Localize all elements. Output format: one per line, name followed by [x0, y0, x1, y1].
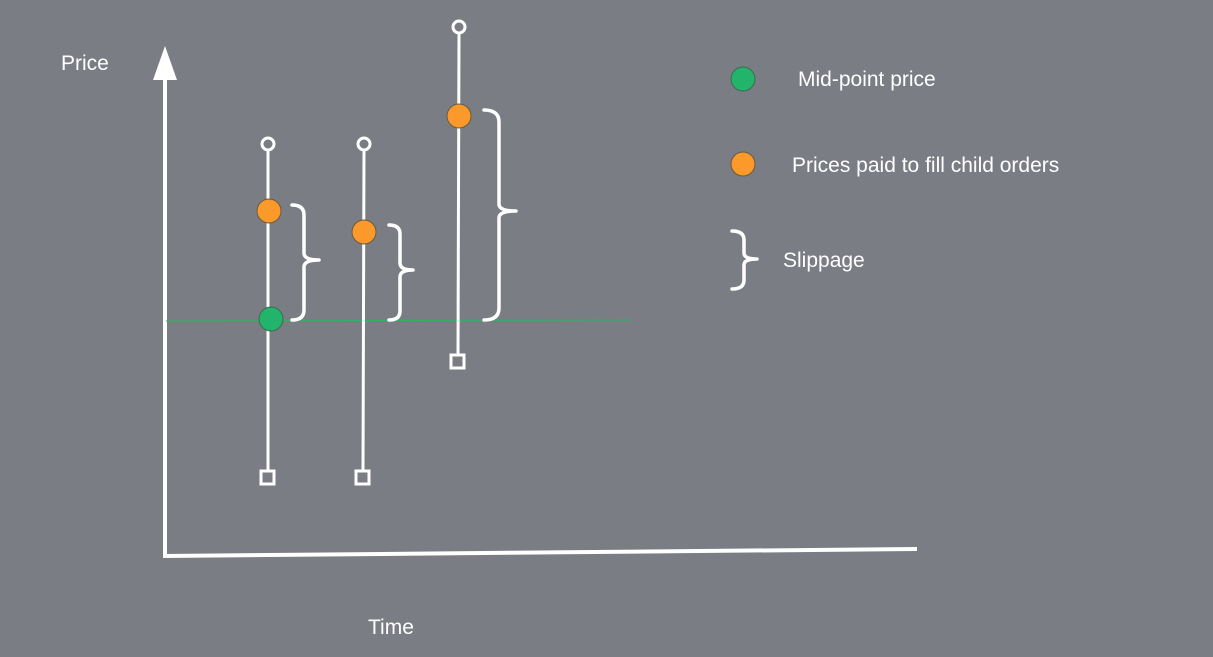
- order-bar-3-fill-price-icon: [446, 103, 472, 129]
- order-bar-1-midpoint-icon: [258, 306, 284, 332]
- order-bar-1-fill-price-icon: [256, 198, 282, 224]
- order-bar-1-low-icon: [259, 469, 276, 486]
- legend-slippage-brace-icon: [730, 229, 759, 291]
- order-bar-3-high-icon: [451, 19, 467, 35]
- order-bar-2-low-icon: [354, 469, 371, 486]
- order-bar-2-high-icon: [356, 136, 372, 152]
- order-bar-3-low-icon: [449, 353, 466, 370]
- order-bar-2: [351, 136, 415, 486]
- legend-slippage-label: Slippage: [783, 249, 865, 272]
- legend: Mid-point price Prices paid to fill chil…: [730, 66, 1059, 291]
- midpoint-line: [165, 319, 633, 322]
- legend-midpoint-icon: [730, 66, 756, 92]
- legend-fill-price-label: Prices paid to fill child orders: [792, 154, 1059, 177]
- order-bar-1-high-icon: [260, 136, 276, 152]
- y-axis-arrow-icon: [153, 46, 177, 80]
- order-bar-1: [256, 136, 321, 486]
- order-bar-3-slippage-brace-icon: [482, 108, 518, 322]
- order-bar-3: [446, 19, 518, 370]
- y-axis-label: Price: [61, 52, 109, 75]
- order-bar-2-line: [361, 149, 366, 471]
- order-bar-2-fill-price-icon: [351, 219, 377, 245]
- axes: [153, 46, 918, 558]
- x-axis-label: Time: [368, 616, 414, 639]
- x-axis-line: [162, 547, 918, 558]
- order-bar-1-slippage-brace-icon: [290, 203, 321, 322]
- order-bar-3-line: [456, 33, 461, 355]
- order-bar-2-slippage-brace-icon: [387, 223, 415, 322]
- legend-midpoint-label: Mid-point price: [798, 68, 936, 91]
- legend-fill-price-icon: [730, 151, 756, 177]
